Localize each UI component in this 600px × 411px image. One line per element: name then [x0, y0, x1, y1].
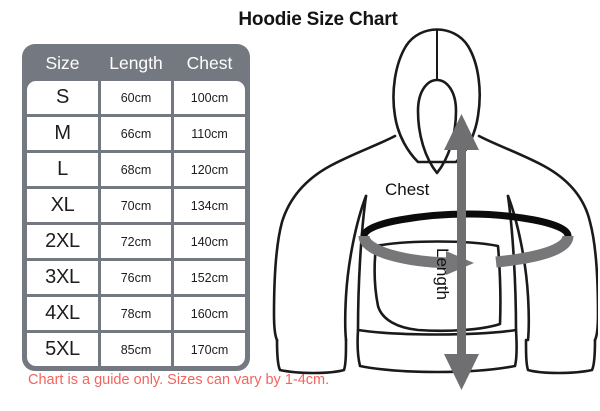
torso-left-seam: [356, 194, 368, 332]
chest-measure-label: Chest: [385, 180, 430, 199]
table-row: 3XL 76cm 152cm: [27, 261, 246, 294]
length-measure-label: Length: [433, 248, 452, 300]
cell-chest: 152cm: [174, 261, 246, 294]
cell-chest: 120cm: [174, 153, 246, 186]
table-header-row: Size Length Chest: [27, 48, 245, 78]
cell-chest: 134cm: [174, 189, 246, 222]
cell-size: M: [27, 117, 98, 150]
sleeve-left-inner-seam: [343, 194, 368, 342]
cell-chest: 170cm: [174, 333, 246, 366]
cell-length: 76cm: [101, 261, 172, 294]
cuff-right: [524, 338, 597, 375]
hood-opening: [416, 78, 458, 175]
table-row: XL 70cm 134cm: [27, 189, 246, 222]
cell-length: 66cm: [101, 117, 172, 150]
disclaimer-note: Chart is a guide only. Sizes can vary by…: [28, 372, 330, 388]
cell-length: 78cm: [101, 297, 172, 330]
table-row: 2XL 72cm 140cm: [27, 225, 246, 258]
page-title-text: Hoodie Size Chart: [238, 9, 398, 30]
cell-size: 3XL: [27, 261, 98, 294]
cell-size: S: [27, 81, 98, 114]
body-left-outline: [272, 134, 397, 342]
column-header-size: Size: [45, 52, 80, 73]
table-row: 5XL 85cm 170cm: [27, 333, 246, 366]
column-header-chest: Chest: [186, 52, 233, 73]
cuff-left: [275, 338, 348, 375]
cell-chest: 160cm: [174, 297, 246, 330]
cell-length: 70cm: [101, 189, 172, 222]
cell-length: 68cm: [101, 153, 172, 186]
table-row: S 60cm 100cm: [27, 81, 246, 114]
length-arrow-head-bottom: [444, 354, 479, 390]
cell-length: 85cm: [101, 333, 172, 366]
cell-size: 2XL: [27, 225, 98, 258]
size-table: Size Length Chest S 60cm 100cm M 66cm 11…: [22, 44, 250, 371]
chest-arrow-top-arc: [360, 210, 572, 240]
cell-length: 60cm: [101, 81, 172, 114]
cell-size: L: [27, 153, 98, 186]
hoodie-illustration: [272, 28, 598, 390]
table-row: L 68cm 120cm: [27, 153, 246, 186]
length-arrow-head-top: [444, 114, 479, 150]
cell-size: 5XL: [27, 333, 98, 366]
table-row: 4XL 78cm 160cm: [27, 297, 246, 330]
cell-size: XL: [27, 189, 98, 222]
cell-chest: 100cm: [174, 81, 246, 114]
cell-size: 4XL: [27, 297, 98, 330]
page-title: Hoodie Size Chart: [0, 9, 600, 31]
cell-chest: 140cm: [174, 225, 246, 258]
waistband: [356, 328, 518, 374]
length-arrow: [444, 114, 479, 390]
cell-length: 72cm: [101, 225, 172, 258]
cell-chest: 110cm: [174, 117, 246, 150]
column-header-length: Length: [109, 52, 163, 73]
body-right-outline: [477, 134, 598, 342]
table-row: M 66cm 110cm: [27, 117, 246, 150]
